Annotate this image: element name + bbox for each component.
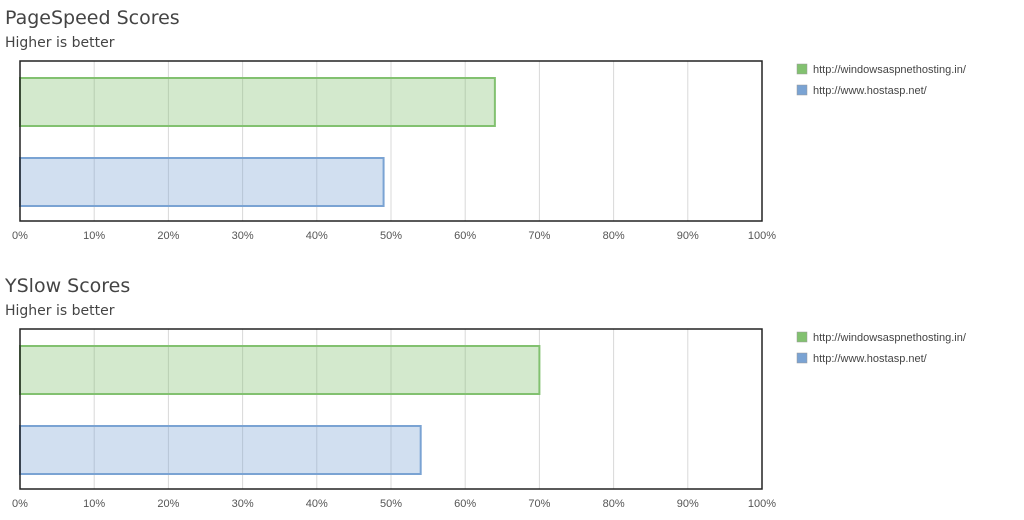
x-tick-label: 40% <box>306 498 328 510</box>
chart-subtitle: Higher is better <box>5 303 115 319</box>
legend-swatch <box>796 352 808 364</box>
x-tick-label: 70% <box>528 498 550 510</box>
x-tick-label: 40% <box>306 230 328 242</box>
plot-frame <box>19 60 763 222</box>
bar <box>19 77 496 127</box>
legend-swatch <box>796 331 808 343</box>
legend-label: http://www.hostasp.net/ <box>813 353 928 365</box>
chart-title: PageSpeed Scores <box>5 7 180 29</box>
x-tick-label: 10% <box>83 498 105 510</box>
x-tick-label: 80% <box>603 498 625 510</box>
x-tick-label: 50% <box>380 230 402 242</box>
x-tick-label: 70% <box>528 230 550 242</box>
legend-label: http://windowsaspnethosting.in/ <box>813 332 967 344</box>
x-tick-label: 10% <box>83 230 105 242</box>
x-tick-label: 20% <box>157 498 179 510</box>
legend-swatch <box>796 84 808 96</box>
x-tick-label: 100% <box>748 230 776 242</box>
bar <box>19 157 385 207</box>
legend-label: http://windowsaspnethosting.in/ <box>813 64 967 76</box>
x-tick-label: 60% <box>454 498 476 510</box>
x-tick-label: 0% <box>12 230 28 242</box>
x-tick-label: 90% <box>677 230 699 242</box>
x-tick-label: 20% <box>157 230 179 242</box>
x-tick-label: 80% <box>603 230 625 242</box>
bar <box>19 345 541 395</box>
chart-subtitle: Higher is better <box>5 35 115 51</box>
bar <box>19 425 422 475</box>
x-tick-label: 100% <box>748 498 776 510</box>
x-tick-label: 30% <box>232 230 254 242</box>
x-tick-label: 30% <box>232 498 254 510</box>
legend-swatch <box>796 63 808 75</box>
x-tick-label: 50% <box>380 498 402 510</box>
x-tick-label: 90% <box>677 498 699 510</box>
chart-title: YSlow Scores <box>4 275 130 297</box>
x-tick-label: 60% <box>454 230 476 242</box>
x-tick-label: 0% <box>12 498 28 510</box>
legend-label: http://www.hostasp.net/ <box>813 85 928 97</box>
plot-frame <box>19 328 763 490</box>
